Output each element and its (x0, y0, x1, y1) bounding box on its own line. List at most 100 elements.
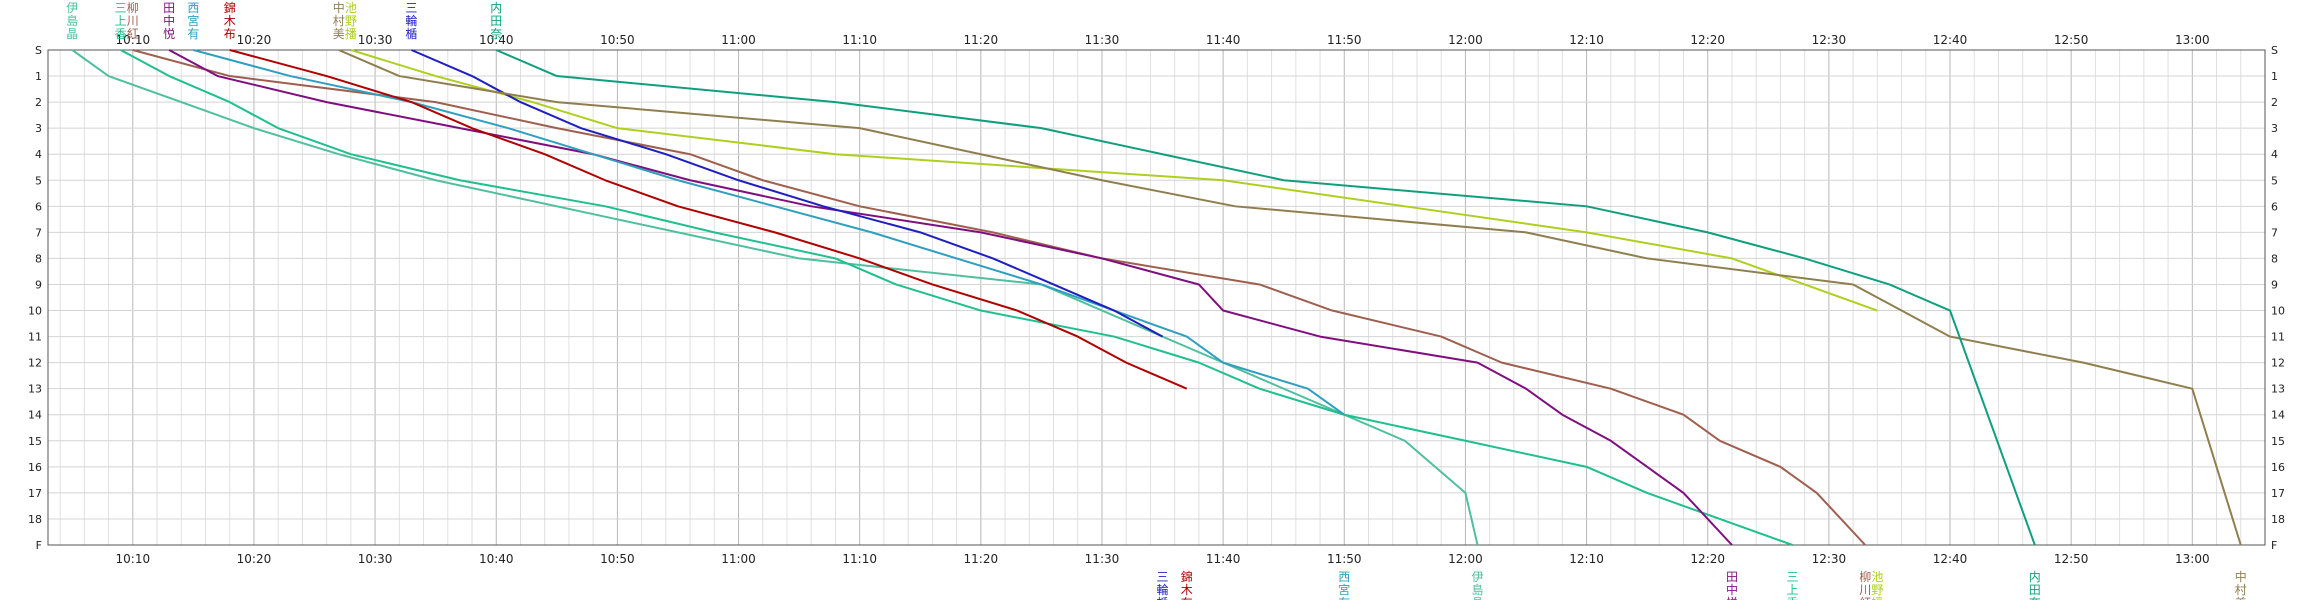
y-tick-label-left: 17 (28, 487, 42, 500)
series-end-label: 美 (2235, 596, 2247, 600)
series-line-8 (338, 49, 2242, 546)
series-end-label: 播 (1871, 596, 1883, 600)
x-tick-label-bottom: 12:10 (1569, 552, 1604, 566)
x-tick-label-top: 12:40 (1933, 33, 1968, 47)
x-tick-label-top: 10:10 (116, 33, 151, 47)
x-tick-label-top: 13:00 (2175, 33, 2210, 47)
series-start-label: 島 (66, 13, 78, 28)
y-tick-label-right: 16 (2271, 461, 2285, 474)
y-tick-label-right: 4 (2271, 148, 2278, 161)
y-tick-label-right: 10 (2271, 305, 2285, 318)
series-end-label: 川 (1859, 583, 1871, 597)
series-start-label: 野 (345, 14, 357, 28)
series-start-label: 晶 (66, 27, 78, 41)
series-line-2 (132, 49, 1866, 546)
axes: 10:10 10:10 10:20 10:20 10:30 10:30 10:40 10:40… (28, 33, 2285, 566)
x-tick-label-bottom: 13:00 (2175, 552, 2210, 566)
y-tick-label-right: 18 (2271, 513, 2285, 526)
y-tick-label-right: 17 (2271, 487, 2285, 500)
y-tick-label-right: 12 (2271, 357, 2285, 370)
y-tick-label-right: 3 (2271, 122, 2278, 135)
y-tick-label-right: 1 (2271, 70, 2278, 83)
x-tick-label-top: 10:20 (237, 33, 272, 47)
series-end-label: 柳 (1859, 570, 1871, 584)
x-tick-label-top: 12:30 (1812, 33, 1847, 47)
y-tick-label-right: 6 (2271, 200, 2278, 213)
series-end-label: 有 (1338, 596, 1350, 600)
x-tick-label-top: 10:30 (358, 33, 393, 47)
series-end-label: 木 (1181, 583, 1193, 597)
x-tick-label-top: 11:20 (964, 33, 999, 47)
series-end-label: 悦 (1726, 596, 1738, 600)
series-end-label: 奈 (2029, 596, 2041, 600)
series-end-label: 伊 (1472, 570, 1484, 584)
series-line-0 (71, 49, 1479, 546)
series-end-label: 内 (2029, 570, 2041, 584)
series-end-label: 輪 (1157, 582, 1169, 597)
x-tick-label-bottom: 12:00 (1448, 552, 1483, 566)
plot-frame (47, 49, 2266, 546)
series-start-label: 楯 (405, 27, 417, 41)
series-start-label: 錦 (224, 0, 236, 15)
series-start-label: 川 (127, 14, 139, 28)
y-tick-label-left: 18 (28, 513, 42, 526)
series-end-label: 宮 (1338, 582, 1350, 597)
x-tick-label-top: 12:00 (1448, 33, 1483, 47)
y-tick-label-left: 4 (35, 148, 42, 161)
x-tick-label-bottom: 11:00 (721, 552, 756, 566)
x-tick-label-top: 10:40 (479, 33, 514, 47)
series-lines (71, 49, 2242, 546)
x-tick-label-bottom: 10:10 (116, 552, 151, 566)
x-tick-label-bottom: 11:30 (1085, 552, 1120, 566)
series-start-label: 香 (115, 27, 127, 41)
y-tick-label-left: 2 (35, 96, 42, 109)
series-end-label: 中 (2235, 569, 2247, 584)
x-tick-label-top: 11:50 (1327, 33, 1362, 47)
x-tick-label-bottom: 12:50 (2054, 552, 2089, 566)
y-tick-label-left: 3 (35, 122, 42, 135)
x-tick-label-bottom: 11:20 (964, 552, 999, 566)
series-start-label: 田 (163, 1, 175, 15)
series-start-label: 池 (345, 1, 357, 15)
y-tick-label-left: 9 (35, 278, 42, 291)
x-tick-label-top: 12:20 (1690, 33, 1725, 47)
x-tick-label-top: 11:30 (1085, 33, 1120, 47)
series-end-label: 島 (1472, 582, 1484, 597)
y-tick-label-left: 1 (35, 70, 42, 83)
x-tick-label-top: 11:00 (721, 33, 756, 47)
series-start-label: 紅 (127, 27, 139, 41)
series-labels: 伊島晶伊島晶三上香三上香柳川紅柳川紅田中悦田中悦西宮有西宮有錦木布錦木布池野播池… (66, 0, 2247, 600)
series-start-label: 柳 (127, 1, 139, 15)
x-tick-label-bottom: 11:10 (842, 552, 877, 566)
series-line-3 (168, 49, 1733, 546)
x-tick-label-bottom: 11:50 (1327, 552, 1362, 566)
series-start-label: 有 (187, 27, 199, 41)
series-start-label: 中 (163, 13, 175, 28)
series-start-label: 三 (405, 1, 417, 15)
series-start-label: 奈 (490, 27, 502, 41)
series-line-9 (495, 49, 2036, 546)
y-tick-label-right: 2 (2271, 96, 2278, 109)
x-tick-label-bottom: 10:30 (358, 552, 393, 566)
y-tick-label-left: 8 (35, 252, 42, 265)
series-end-label: 田 (1726, 570, 1738, 584)
y-tick-label-right: 13 (2271, 383, 2285, 396)
x-tick-label-top: 12:10 (1569, 33, 1604, 47)
series-start-label: 美 (333, 27, 345, 41)
y-tick-label-right: 11 (2271, 331, 2285, 344)
series-end-label: 錦 (1181, 569, 1193, 584)
series-start-label: 村 (333, 14, 345, 28)
y-tick-label-left: 6 (35, 200, 42, 213)
series-start-label: 播 (345, 27, 357, 41)
series-end-label: 三 (1157, 570, 1169, 584)
y-tick-label-right: 15 (2271, 435, 2285, 448)
series-end-label: 村 (2235, 583, 2247, 597)
y-tick-label-right: S (2271, 44, 2278, 57)
x-tick-label-bottom: 11:40 (1206, 552, 1241, 566)
y-tick-label-left: 15 (28, 435, 42, 448)
y-tick-label-right: 8 (2271, 252, 2278, 265)
series-start-label: 木 (224, 14, 236, 28)
y-tick-label-left: 11 (28, 331, 42, 344)
series-start-label: 悦 (163, 27, 175, 41)
